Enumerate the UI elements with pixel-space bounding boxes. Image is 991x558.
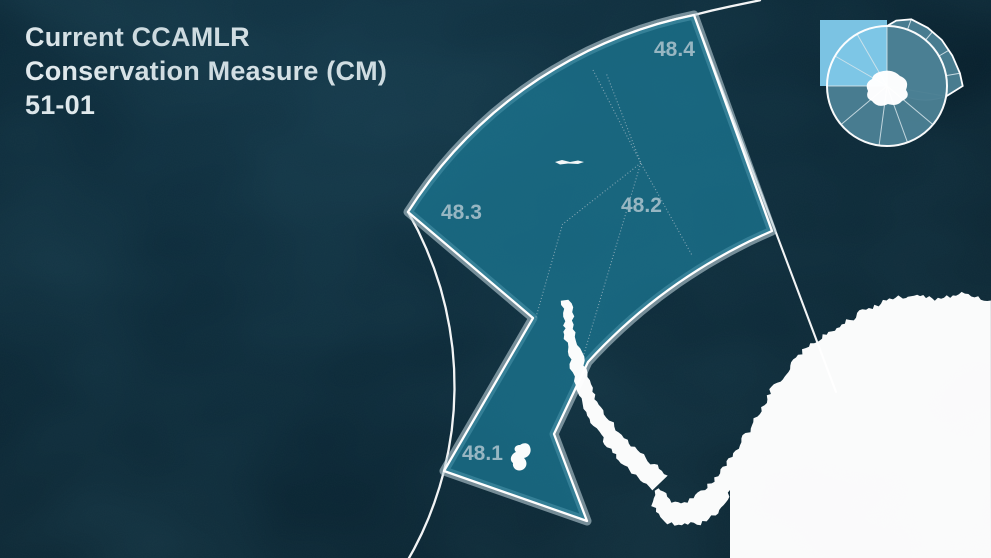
svg-text:48.2: 48.2 xyxy=(621,194,662,217)
svg-text:48.3: 48.3 xyxy=(441,201,482,224)
svg-text:48.4: 48.4 xyxy=(654,38,695,61)
svg-text:48.1: 48.1 xyxy=(462,442,503,465)
